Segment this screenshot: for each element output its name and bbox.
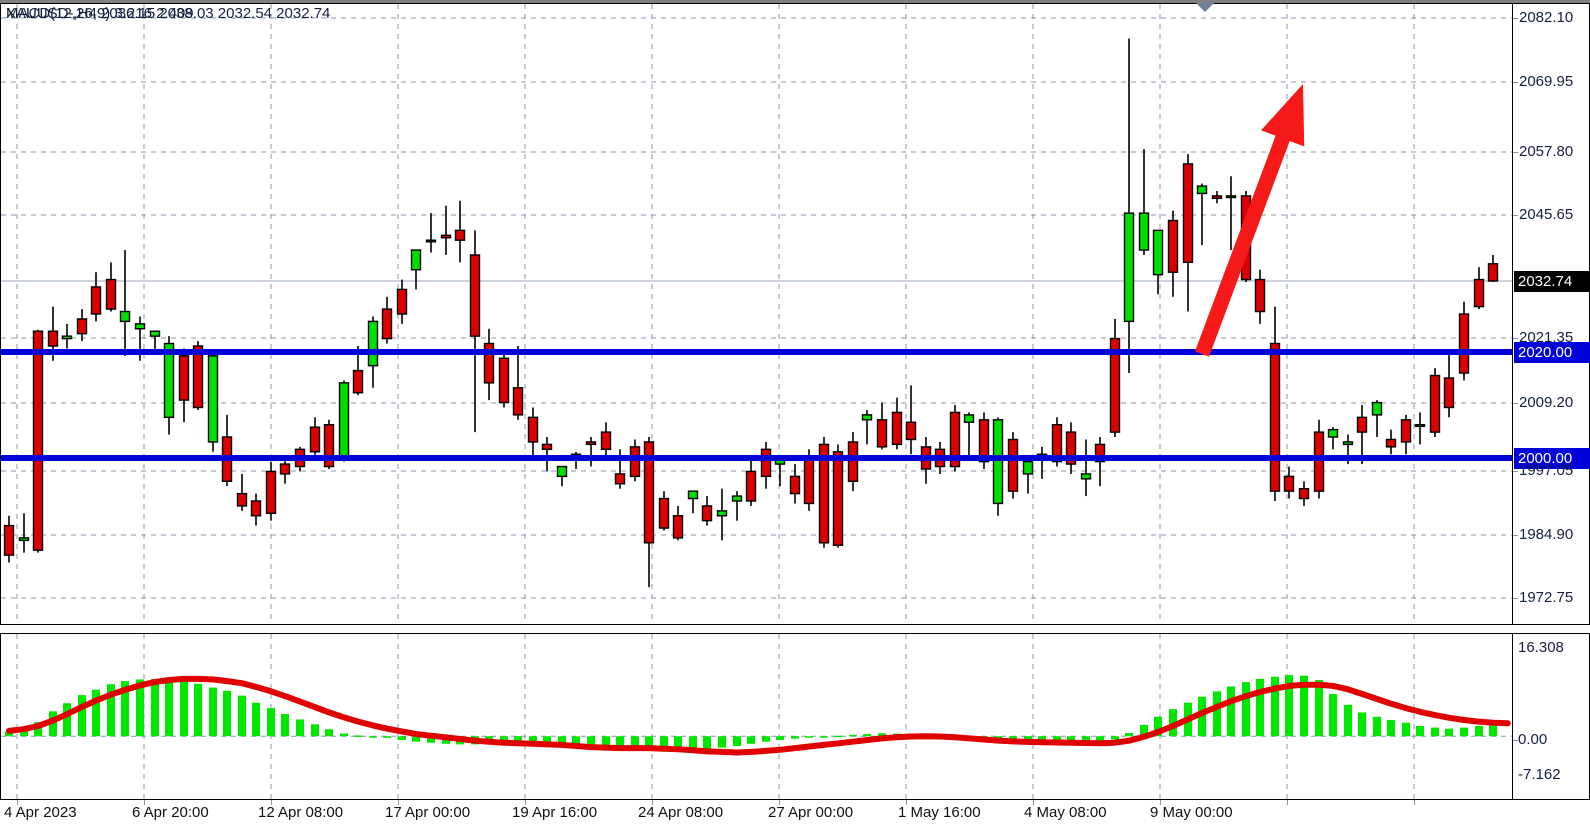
level-price-badge[interactable]: 2000.00: [1514, 448, 1590, 469]
price-axis-tick: [1513, 535, 1518, 536]
time-axis-tick: [398, 800, 399, 805]
level-price-badge[interactable]: 2020.00: [1514, 342, 1590, 363]
price-axis-label: 2009.20: [1519, 394, 1574, 411]
price-axis-label: 1997.05: [1519, 462, 1574, 479]
price-axis-label: 2021.35: [1519, 329, 1574, 346]
macd-axis-label: 16.308: [1518, 639, 1564, 656]
price-axis-tick: [1513, 471, 1518, 472]
time-axis-tick: [1033, 800, 1034, 805]
time-axis-tick: [1287, 800, 1288, 805]
price-axis-label: 2057.80: [1519, 143, 1574, 160]
time-axis-label: 4 Apr 2023: [4, 804, 77, 821]
price-axis-label: 1984.90: [1519, 526, 1574, 543]
price-axis-tick: [1513, 338, 1518, 339]
time-axis-tick: [17, 800, 18, 805]
macd-canvas: [1, 634, 1512, 799]
macd-axis-label: -7.162: [1518, 766, 1561, 783]
price-canvas: [1, 4, 1512, 624]
macd-axis-label: 0.00: [1518, 731, 1548, 748]
time-axis[interactable]: 4 Apr 2023 6 Apr 20:00 12 Apr 08:00 17 Apr …: [0, 800, 1590, 825]
time-axis-label: 24 Apr 08:00: [638, 804, 724, 821]
macd-label: MACD(12,26,9) 3.216 2.409: [6, 5, 194, 22]
price-axis-tick: [1513, 18, 1518, 19]
time-axis-label: 1 May 16:00: [898, 804, 981, 821]
macd-axis-tick: [1513, 740, 1518, 741]
price-plot-area[interactable]: [1, 4, 1512, 624]
time-axis-label: 12 Apr 08:00: [258, 804, 344, 821]
time-axis-tick: [1160, 800, 1161, 805]
price-axis-label: 1972.75: [1519, 589, 1574, 606]
price-axis-label: 2069.95: [1519, 73, 1574, 90]
price-axis-label: 2082.10: [1519, 9, 1574, 26]
time-axis-tick: [906, 800, 907, 805]
time-axis-label: 17 Apr 00:00: [385, 804, 471, 821]
time-axis-label: 9 May 00:00: [1150, 804, 1233, 821]
crosshair-marker-icon: [1196, 3, 1214, 12]
time-axis-label: 4 May 08:00: [1024, 804, 1107, 821]
time-axis-label: 27 Apr 00:00: [768, 804, 854, 821]
window-top-bar: [0, 0, 1590, 3]
time-axis-tick: [652, 800, 653, 805]
current-price-badge: 2032.74: [1514, 271, 1590, 292]
macd-plot-area[interactable]: [1, 634, 1512, 799]
price-axis-label: 2045.65: [1519, 206, 1574, 223]
price-axis-tick: [1513, 152, 1518, 153]
time-axis-tick: [271, 800, 272, 805]
price-axis-tick: [1513, 403, 1518, 404]
time-axis-tick: [779, 800, 780, 805]
price-axis-tick: [1513, 215, 1518, 216]
chart-title: XAUUSD-,H4 2036.15 2038.03 2032.54 2032.…: [6, 5, 331, 22]
time-axis-tick: [144, 800, 145, 805]
time-axis-tick: [525, 800, 526, 805]
time-axis-label: 19 Apr 16:00: [512, 804, 598, 821]
time-axis-label: 6 Apr 20:00: [132, 804, 209, 821]
price-axis-tick: [1513, 82, 1518, 83]
time-axis-tick: [1414, 800, 1415, 805]
price-axis-tick: [1513, 598, 1518, 599]
